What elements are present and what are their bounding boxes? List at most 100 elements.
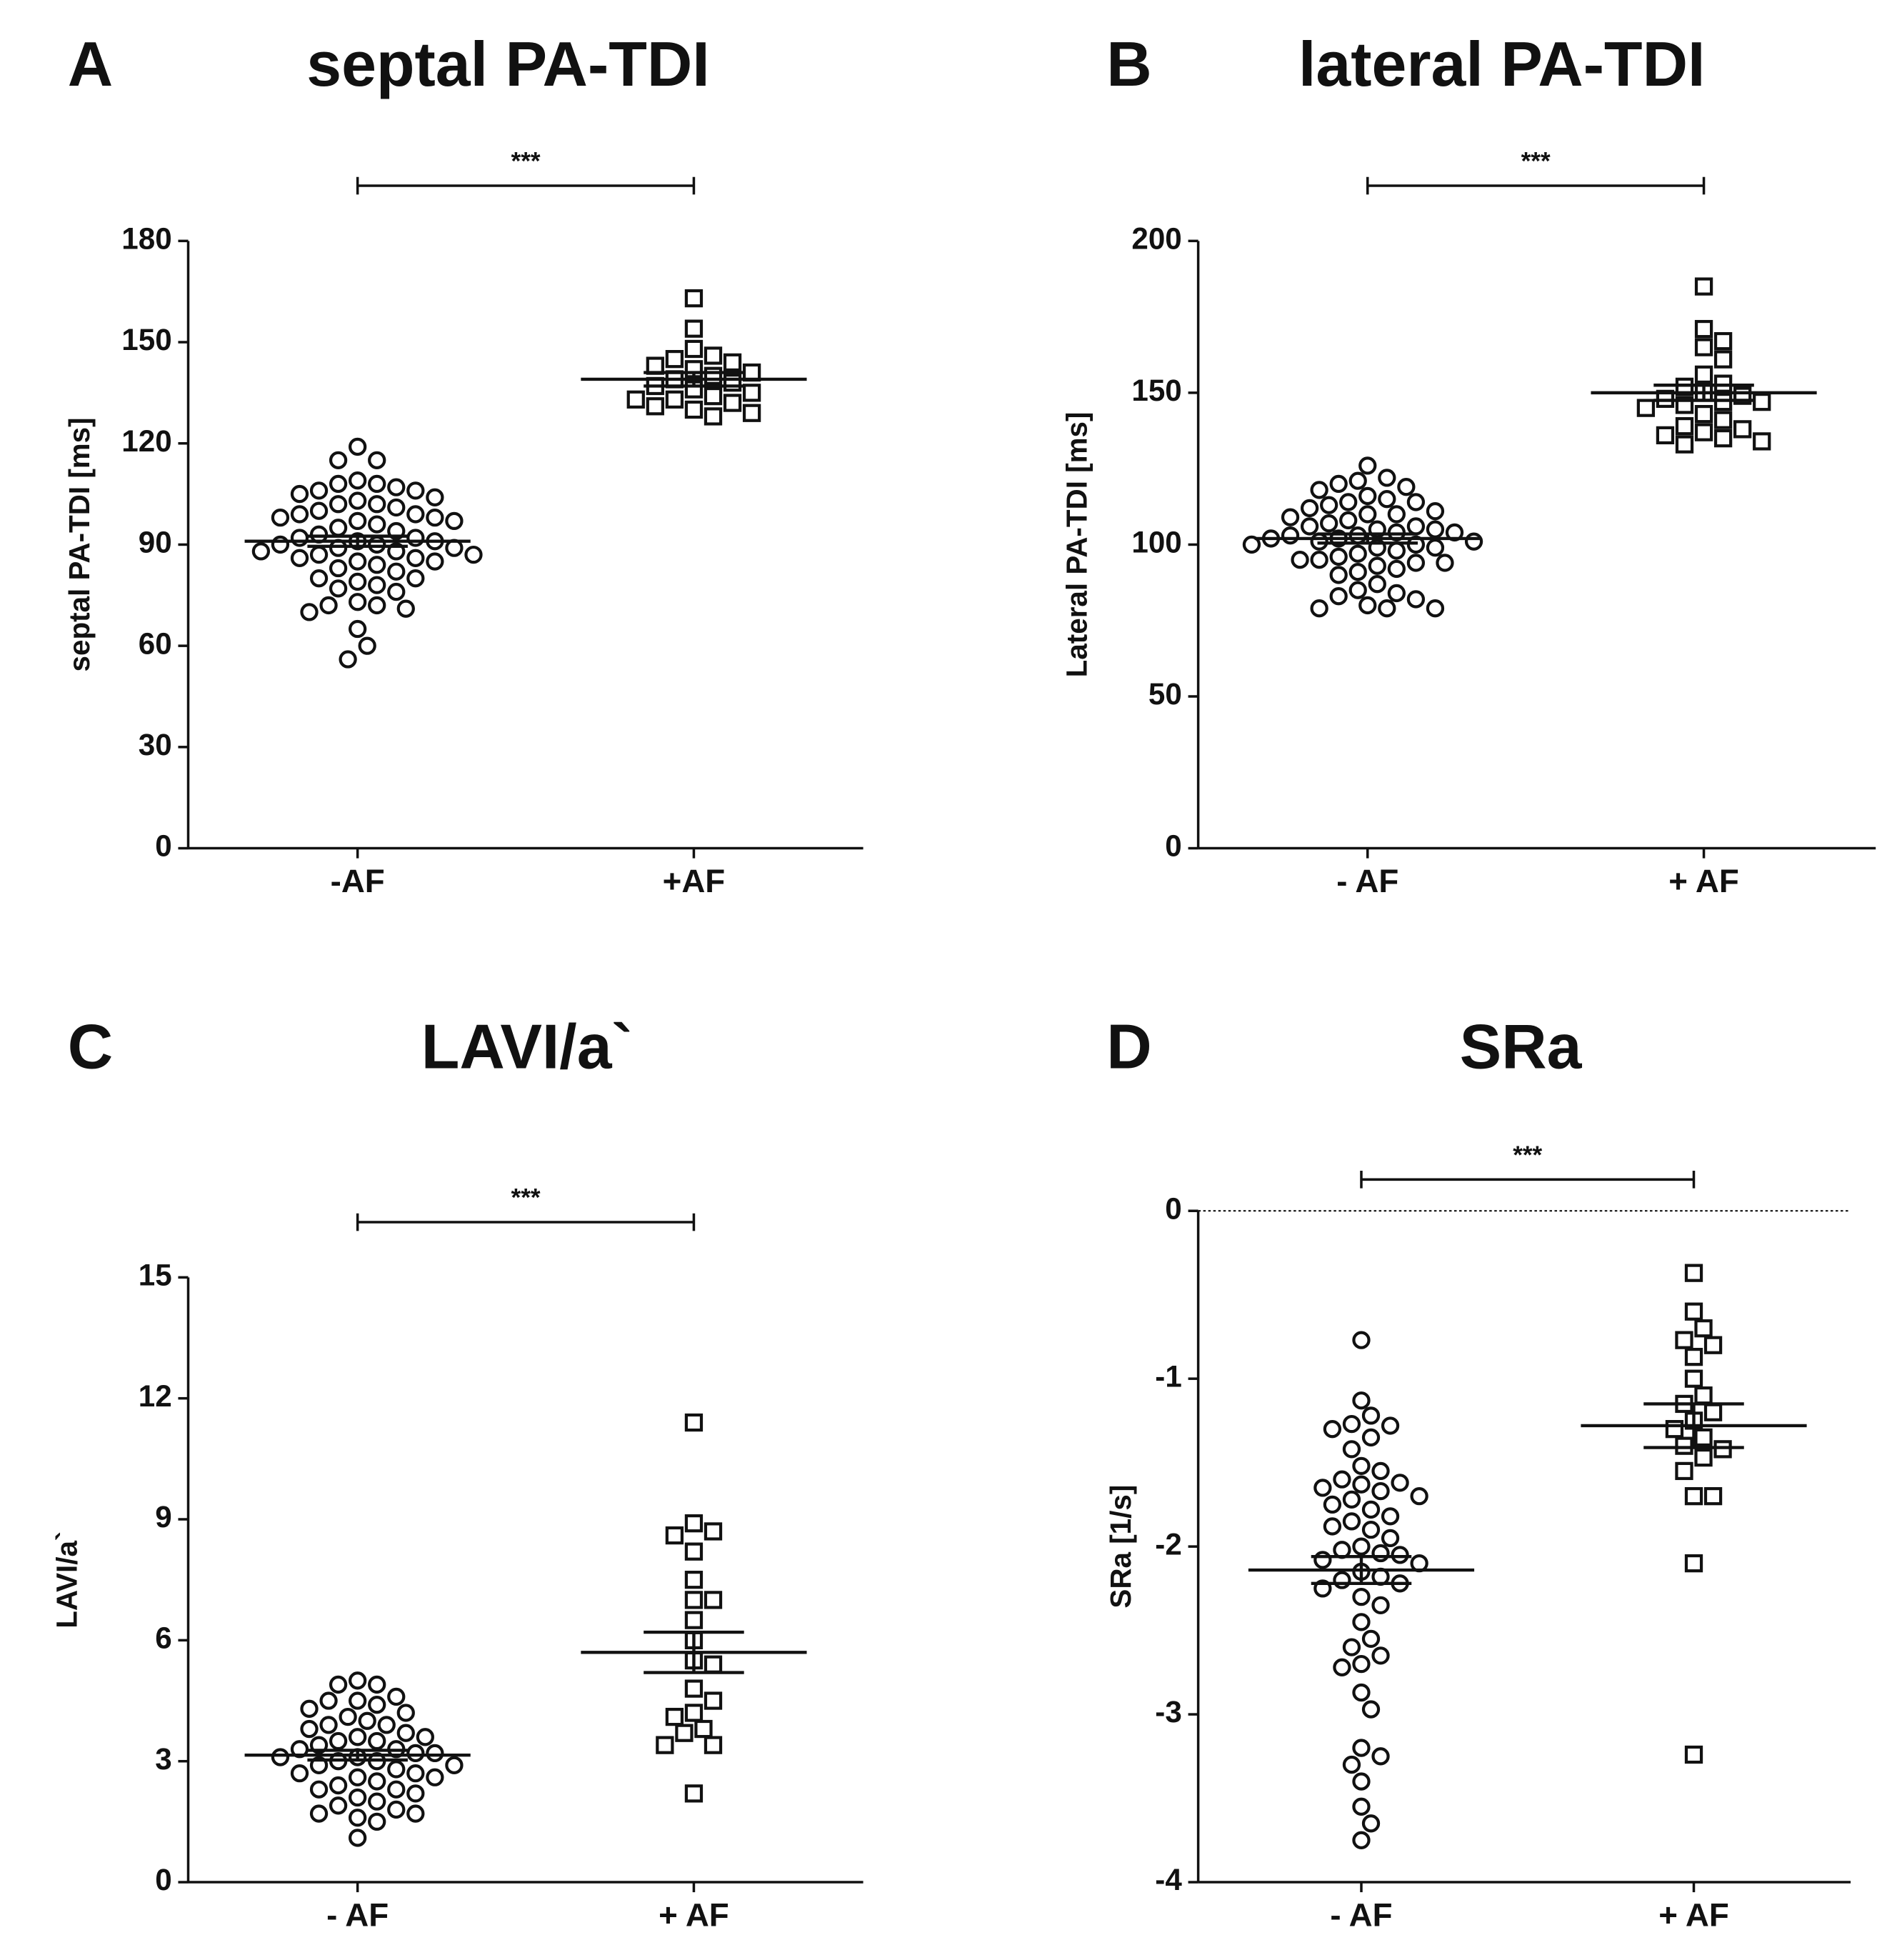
data-circle: [1333, 1571, 1351, 1589]
y-tick-label: 3: [155, 1742, 171, 1776]
data-circle: [1342, 1638, 1361, 1656]
data-circle: [406, 529, 425, 547]
data-circle: [1381, 1529, 1400, 1548]
data-circle: [1391, 1546, 1409, 1564]
y-tick-label: 6: [155, 1621, 171, 1654]
data-circle: [387, 1760, 406, 1779]
data-circle: [1342, 1490, 1361, 1509]
data-circle: [387, 521, 406, 541]
data-circle: [406, 1784, 425, 1803]
data-circle: [368, 1812, 386, 1831]
data-circle: [1378, 599, 1396, 618]
data-circle: [271, 1748, 290, 1766]
panel-title: septal PA-TDI: [306, 29, 709, 99]
data-circle: [1323, 1517, 1342, 1536]
data-circle: [1378, 490, 1396, 509]
data-circle: [349, 1728, 367, 1746]
y-axis-label: septal PA-TDI [ms]: [63, 417, 96, 671]
data-circle: [1333, 1658, 1351, 1676]
data-square: [684, 1784, 704, 1803]
data-square: [1684, 1554, 1703, 1573]
data-circle: [368, 474, 386, 494]
data-square: [684, 1611, 704, 1629]
data-circle: [329, 579, 348, 598]
data-square: [1684, 1487, 1703, 1506]
data-circle: [1329, 474, 1348, 494]
data-circle: [329, 519, 348, 537]
data-circle: [387, 542, 406, 561]
sig-label: ***: [511, 1184, 541, 1212]
data-circle: [426, 552, 444, 571]
data-square: [704, 1522, 723, 1541]
y-axis-label: LAVI/a`: [50, 1531, 83, 1629]
data-circle: [1352, 1456, 1371, 1476]
data-circle: [290, 549, 309, 567]
data-square: [1753, 392, 1771, 411]
data-square: [684, 289, 704, 308]
data-circle: [300, 1719, 319, 1739]
y-tick-label: 200: [1131, 221, 1181, 255]
data-square: [704, 407, 723, 426]
data-circle: [1387, 541, 1406, 560]
data-circle: [445, 1756, 464, 1774]
y-tick-label: -1: [1155, 1359, 1181, 1393]
data-circle: [339, 1707, 357, 1726]
y-tick-label: 150: [121, 323, 171, 356]
y-tick-label: 60: [139, 626, 172, 660]
data-circle: [1391, 1474, 1409, 1492]
panel-title: SRa: [1460, 1011, 1583, 1081]
y-tick-label: 50: [1148, 677, 1182, 711]
data-circle: [1371, 1596, 1390, 1615]
data-circle: [1371, 1544, 1390, 1563]
data-circle: [1339, 493, 1358, 511]
data-circle: [1300, 499, 1319, 518]
data-square: [694, 1719, 713, 1739]
y-tick-label: 0: [1165, 1191, 1181, 1225]
data-circle: [406, 1764, 425, 1783]
y-tick-label: 0: [155, 1863, 171, 1896]
data-circle: [1352, 1613, 1371, 1631]
data-circle: [309, 1804, 329, 1823]
data-circle: [1329, 547, 1348, 566]
data-circle: [1371, 1747, 1390, 1766]
data-square: [665, 1526, 684, 1545]
data-circle: [309, 1756, 329, 1774]
data-circle: [1436, 554, 1454, 572]
data-circle: [1329, 587, 1348, 606]
data-circle: [1313, 1551, 1332, 1569]
y-tick-label: 90: [139, 526, 172, 559]
data-square: [1684, 1745, 1703, 1764]
data-circle: [1361, 1500, 1381, 1519]
data-circle: [368, 1696, 386, 1714]
data-circle: [387, 582, 406, 601]
data-square: [723, 394, 742, 412]
data-square: [704, 1591, 723, 1609]
data-circle: [1406, 493, 1426, 511]
data-square: [684, 339, 704, 359]
data-circle: [349, 1788, 367, 1807]
data-square: [723, 374, 742, 392]
data-circle: [1342, 1755, 1361, 1774]
data-circle: [1426, 502, 1445, 521]
data-circle: [1313, 1579, 1332, 1598]
data-square: [1684, 1369, 1703, 1388]
data-square: [1656, 426, 1675, 445]
data-circle: [368, 556, 386, 574]
data-circle: [1371, 1461, 1390, 1481]
x-tick-label: +AF: [663, 863, 726, 899]
data-circle: [1371, 1481, 1390, 1501]
data-circle: [368, 451, 386, 469]
data-square: [684, 1514, 704, 1533]
data-circle: [406, 505, 425, 524]
data-circle: [387, 1800, 406, 1819]
data-circle: [377, 1716, 396, 1734]
data-circle: [1371, 1646, 1390, 1665]
data-circle: [1368, 575, 1386, 594]
data-square: [1694, 1319, 1713, 1338]
data-circle: [387, 1780, 406, 1799]
data-circle: [1358, 486, 1377, 506]
data-circle: [329, 1776, 348, 1795]
data-circle: [406, 1744, 425, 1763]
data-circle: [1368, 556, 1386, 575]
data-circle: [1352, 1772, 1371, 1791]
